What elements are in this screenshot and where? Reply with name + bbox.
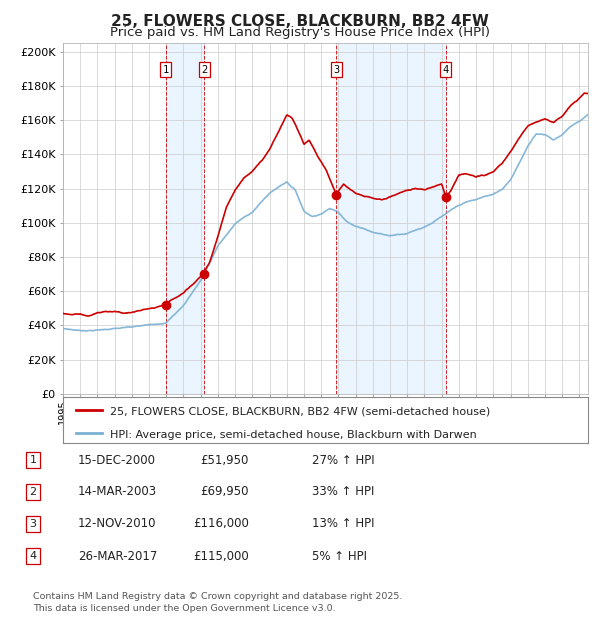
Text: 3: 3 — [333, 64, 339, 74]
Text: 4: 4 — [443, 64, 449, 74]
Text: 25, FLOWERS CLOSE, BLACKBURN, BB2 4FW: 25, FLOWERS CLOSE, BLACKBURN, BB2 4FW — [111, 14, 489, 29]
Text: Contains HM Land Registry data © Crown copyright and database right 2025.
This d: Contains HM Land Registry data © Crown c… — [33, 591, 403, 613]
Point — [161, 300, 170, 310]
Text: £116,000: £116,000 — [193, 518, 249, 530]
Text: 3: 3 — [29, 519, 37, 529]
Text: Price paid vs. HM Land Registry's House Price Index (HPI): Price paid vs. HM Land Registry's House … — [110, 26, 490, 39]
Text: 27% ↑ HPI: 27% ↑ HPI — [312, 454, 374, 466]
Text: 14-MAR-2003: 14-MAR-2003 — [78, 485, 157, 498]
Text: 33% ↑ HPI: 33% ↑ HPI — [312, 485, 374, 498]
Bar — [166, 43, 204, 394]
Text: 1: 1 — [29, 455, 37, 465]
Point — [441, 192, 451, 202]
Text: 2: 2 — [29, 487, 37, 497]
Text: 25, FLOWERS CLOSE, BLACKBURN, BB2 4FW (semi-detached house): 25, FLOWERS CLOSE, BLACKBURN, BB2 4FW (s… — [110, 407, 491, 417]
Text: 12-NOV-2010: 12-NOV-2010 — [78, 518, 157, 530]
Text: £115,000: £115,000 — [193, 550, 249, 562]
Text: 15-DEC-2000: 15-DEC-2000 — [78, 454, 156, 466]
Text: 26-MAR-2017: 26-MAR-2017 — [78, 550, 157, 562]
Text: HPI: Average price, semi-detached house, Blackburn with Darwen: HPI: Average price, semi-detached house,… — [110, 430, 477, 440]
Text: 5% ↑ HPI: 5% ↑ HPI — [312, 550, 367, 562]
Text: 13% ↑ HPI: 13% ↑ HPI — [312, 518, 374, 530]
Point — [331, 190, 341, 200]
Text: 4: 4 — [29, 551, 37, 561]
Text: £69,950: £69,950 — [200, 485, 249, 498]
Text: £51,950: £51,950 — [200, 454, 249, 466]
Point — [199, 269, 209, 279]
Bar — [336, 43, 446, 394]
Text: 1: 1 — [163, 64, 169, 74]
Text: 2: 2 — [201, 64, 207, 74]
